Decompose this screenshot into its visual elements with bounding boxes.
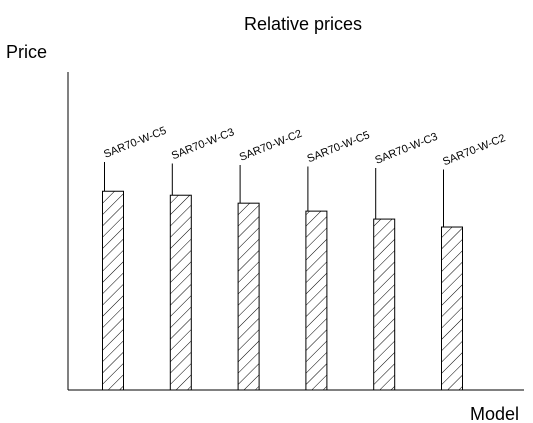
bar-label-1: SAR70-W-C5 bbox=[102, 125, 168, 161]
bar-label-2: SAR70-W-C3 bbox=[170, 126, 236, 162]
bar-1 bbox=[102, 190, 124, 391]
y-axis-label: Price bbox=[6, 42, 47, 62]
bar-6 bbox=[441, 226, 463, 391]
bars-group: SAR70-W-C5 SAR70-W-C3 SAR70-W-C2 SAR70-W-C5… bbox=[102, 125, 507, 391]
bar-label-5: SAR70-W-C3 bbox=[373, 131, 439, 167]
bar-5 bbox=[373, 218, 396, 391]
bar-2 bbox=[169, 194, 192, 391]
bar-3 bbox=[237, 202, 260, 391]
bar-label-3: SAR70-W-C2 bbox=[238, 128, 304, 164]
bar-4 bbox=[305, 210, 328, 391]
bar-label-6: SAR70-W-C2 bbox=[441, 132, 507, 168]
x-axis-label: Model bbox=[470, 404, 519, 423]
bar-label-4: SAR70-W-C5 bbox=[306, 129, 372, 165]
chart-title: Relative prices bbox=[244, 14, 362, 34]
